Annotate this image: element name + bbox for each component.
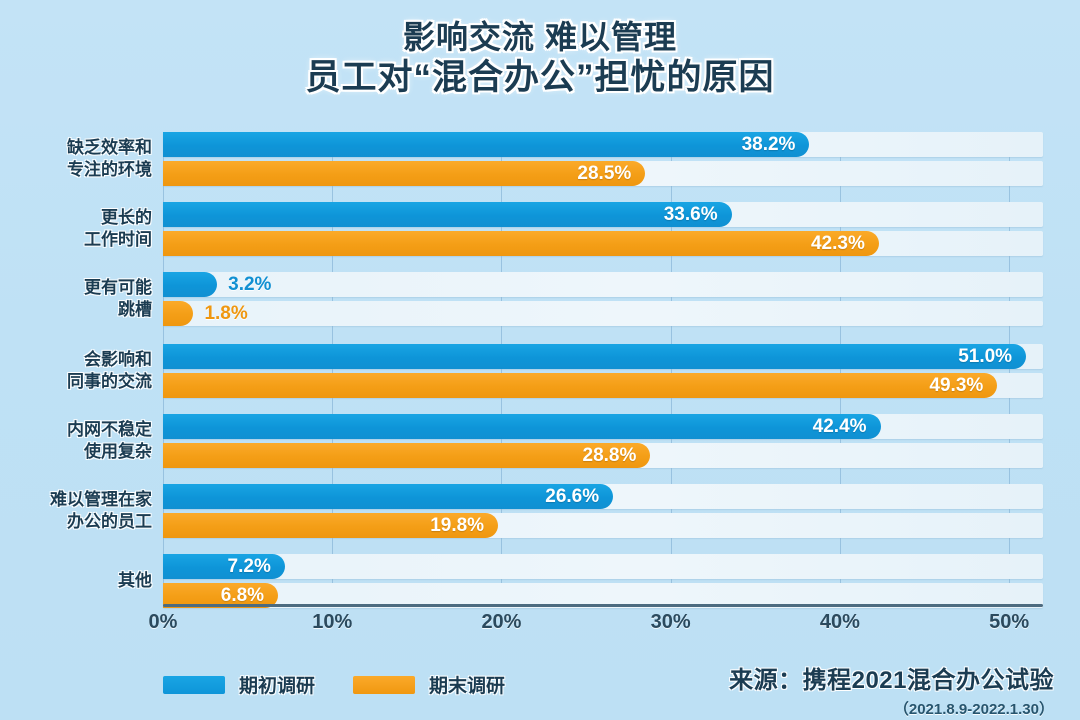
category-label-line: 其他	[118, 571, 152, 590]
chart-title-line-2: 员工对“混合办公”担忧的原因	[305, 58, 775, 98]
bar[interactable]: 42.3%	[163, 231, 879, 256]
source-main-text: 来源：携程2021混合办公试验	[729, 667, 1054, 694]
bar-track	[163, 554, 1043, 579]
category-label: 会影响和同事的交流	[0, 349, 152, 393]
bar[interactable]: 1.8%	[163, 301, 248, 326]
category-label: 难以管理在家办公的员工	[0, 489, 152, 533]
bar-value-label: 19.8%	[430, 514, 485, 536]
category-label: 其他	[0, 570, 152, 592]
category-label-line: 内网不稳定	[67, 420, 152, 439]
category-label-line: 难以管理在家	[50, 490, 152, 509]
bar[interactable]: 7.2%	[163, 554, 285, 579]
bar-value-label: 28.5%	[577, 162, 632, 184]
bar[interactable]: 51.0%	[163, 344, 1027, 369]
bar-value-label: 1.8%	[204, 302, 248, 324]
category-label-line: 专注的环境	[67, 159, 152, 179]
chart-title-line-1: 影响交流 难以管理	[403, 19, 677, 55]
bar-value-label: 3.2%	[228, 273, 272, 295]
bar[interactable]: 33.6%	[163, 202, 732, 227]
bar-group: 42.4% 28.8%	[163, 414, 1043, 468]
chart-legend: 期初调研 期末调研	[163, 671, 505, 698]
bar-group: 7.2% 6.8%	[163, 554, 1043, 608]
legend-label: 期初调研	[239, 676, 316, 697]
category-label-line: 使用复杂	[84, 441, 152, 461]
bar-value-label: 49.3%	[929, 374, 984, 396]
x-axis-line	[163, 604, 1043, 607]
bar-value-label: 28.8%	[582, 444, 637, 466]
category-label-line: 跳槽	[118, 299, 152, 319]
bar[interactable]: 42.4%	[163, 414, 881, 439]
source-attribution: 来源：携程2021混合办公试验 （2021.8.9-2022.1.30）	[729, 660, 1054, 719]
category-label: 缺乏效率和专注的环境	[0, 137, 152, 181]
x-tick-label: 10%	[312, 611, 353, 633]
category-label: 内网不稳定使用复杂	[0, 419, 152, 463]
category-label: 更有可能跳槽	[0, 277, 152, 321]
source-period-text: （2021.8.9-2022.1.30）	[893, 701, 1054, 718]
bar-group: 3.2% 1.8%	[163, 272, 1043, 326]
legend-item-initial[interactable]: 期初调研	[163, 671, 315, 698]
category-label-line: 更有可能	[84, 278, 152, 297]
bar-track	[163, 583, 1043, 608]
x-tick-label: 30%	[650, 611, 691, 633]
bar-value-label: 6.8%	[220, 584, 265, 606]
category-label-line: 缺乏效率和	[67, 138, 152, 157]
bar[interactable]: 26.6%	[163, 484, 614, 509]
category-label: 更长的工作时间	[0, 207, 152, 251]
category-label-line: 更长的	[101, 208, 152, 227]
x-tick-label: 20%	[481, 611, 522, 633]
bar[interactable]: 49.3%	[163, 373, 998, 398]
chart-title-block: 影响交流 难以管理 员工对“混合办公”担忧的原因	[0, 18, 1080, 100]
category-label-line: 会影响和	[84, 350, 152, 369]
bar-group: 33.6% 42.3%	[163, 202, 1043, 256]
bar[interactable]: 38.2%	[163, 132, 810, 157]
bar-value-label: 26.6%	[545, 485, 600, 507]
plot-area: 38.2% 28.5% 33.6% 42.3% 3.2% 1.8% 51.0% 49.3% 42…	[163, 132, 1043, 608]
bar-value-label: 7.2%	[227, 555, 271, 577]
category-label-line: 同事的交流	[67, 371, 152, 391]
legend-label: 期末调研	[429, 676, 506, 697]
x-axis-tick-labels: 0% 10% 20% 30% 40% 50%	[149, 611, 1043, 641]
bar-value-label: 38.2%	[741, 133, 796, 155]
bar[interactable]: 3.2%	[163, 272, 271, 297]
bar-group: 26.6% 19.8%	[163, 484, 1043, 538]
bar[interactable]: 28.8%	[163, 443, 651, 468]
bar-value-label: 42.4%	[812, 415, 867, 437]
bar-value-label: 42.3%	[810, 232, 865, 254]
bar-value-label: 51.0%	[958, 345, 1013, 367]
bar[interactable]: 6.8%	[163, 583, 279, 608]
bar-track	[163, 272, 1043, 297]
category-label-line: 办公的员工	[67, 511, 152, 531]
bar-group: 51.0% 49.3%	[163, 344, 1043, 398]
bar-group: 38.2% 28.5%	[163, 132, 1043, 186]
x-tick-label: 0%	[148, 611, 178, 633]
x-tick-label: 40%	[819, 611, 860, 633]
bar-track	[163, 301, 1043, 326]
bar[interactable]: 19.8%	[163, 513, 499, 538]
legend-item-final[interactable]: 期末调研	[353, 671, 505, 698]
legend-swatch-icon	[163, 675, 225, 694]
bar-value-label: 33.6%	[663, 203, 718, 225]
x-tick-label: 50%	[989, 611, 1030, 633]
bar[interactable]: 28.5%	[163, 161, 646, 186]
legend-swatch-icon	[353, 675, 416, 694]
category-label-line: 工作时间	[84, 229, 152, 249]
